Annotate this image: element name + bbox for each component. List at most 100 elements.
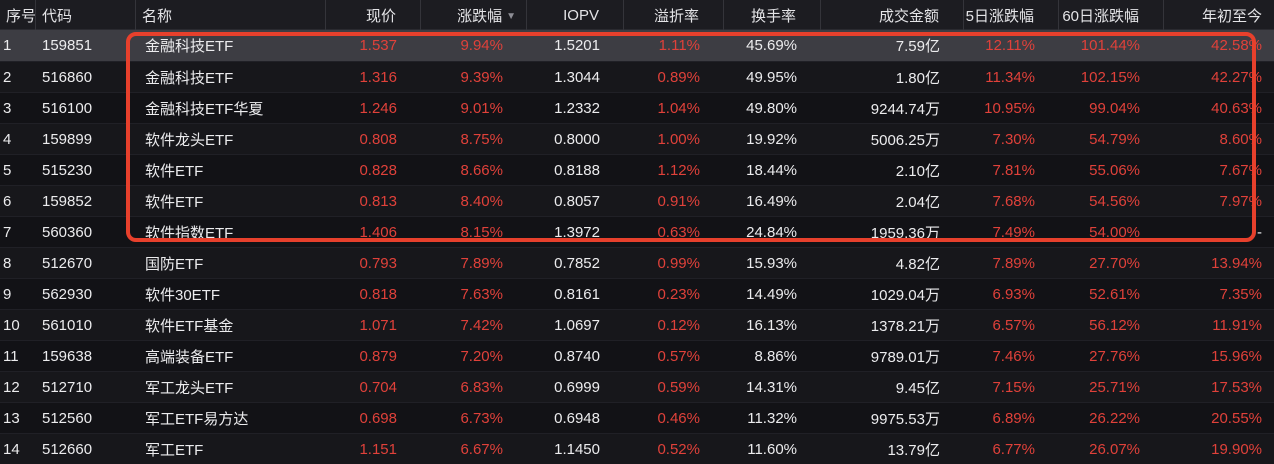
cell-chg60d: 54.79% — [1089, 130, 1140, 148]
cell-ytd: 42.27% — [1211, 68, 1262, 86]
header-ytd[interactable]: 年初至今 — [1164, 0, 1274, 30]
cell-amount: 2.04亿 — [895, 193, 940, 211]
table-row[interactable]: 5 515230 软件ETF 0.828 8.66% 0.8188 1.12% 18.44% 2… — [0, 154, 1274, 185]
cell-amount: 4.82亿 — [895, 255, 940, 273]
cell-chg5d: 11.34% — [985, 68, 1035, 86]
cell-premium: 0.46% — [657, 409, 700, 427]
header-iopv[interactable]: IOPV — [527, 0, 624, 30]
cell-price: 1.316 — [359, 68, 397, 86]
cell-iopv: 1.2332 — [554, 99, 600, 117]
header-change[interactable]: 涨跌幅 ▼ — [421, 0, 527, 30]
table-row[interactable]: 3 516100 金融科技ETF华夏 1.246 9.01% 1.2332 1.04% 49.… — [0, 92, 1274, 123]
cell-name: 软件ETF — [145, 193, 204, 211]
cell-chg5d: 7.30% — [992, 130, 1035, 148]
cell-code: 516100 — [42, 99, 93, 117]
cell-turnover: 8.86% — [754, 347, 797, 365]
cell-amount: 9244.74万 — [870, 100, 940, 118]
cell-iopv: 0.8057 — [554, 192, 600, 210]
cell-amount: 2.10亿 — [895, 162, 940, 180]
header-price[interactable]: 现价 — [326, 0, 421, 30]
cell-change: 8.15% — [460, 223, 503, 241]
cell-ytd: 40.63% — [1211, 99, 1262, 117]
table-row[interactable]: 6 159852 软件ETF 0.813 8.40% 0.8057 0.91% 16.49% 2… — [0, 185, 1274, 216]
cell-chg60d: 102.15% — [1080, 68, 1140, 86]
cell-chg5d: 7.81% — [992, 161, 1035, 179]
cell-ytd: 13.94% — [1211, 254, 1262, 272]
cell-code: 516860 — [42, 68, 93, 86]
header-premium[interactable]: 溢折率 — [624, 0, 724, 30]
cell-premium: 0.52% — [657, 440, 700, 458]
cell-amount: 9789.01万 — [870, 348, 940, 366]
cell-code: 512710 — [42, 378, 93, 396]
cell-iopv: 1.1450 — [554, 440, 600, 458]
cell-change: 7.42% — [460, 316, 503, 334]
cell-chg5d: 7.89% — [992, 254, 1035, 272]
header-code[interactable]: 代码 — [36, 0, 136, 30]
cell-chg5d: 6.93% — [992, 285, 1035, 303]
cell-chg5d: 12.11% — [985, 37, 1035, 54]
cell-seq: 7 — [3, 223, 12, 241]
cell-change: 6.67% — [460, 440, 503, 458]
table-row[interactable]: 12 512710 军工龙头ETF 0.704 6.83% 0.6999 0.59% 14.3… — [0, 371, 1274, 402]
cell-seq: 14 — [3, 440, 20, 458]
cell-code: 562930 — [42, 285, 93, 303]
table-row[interactable]: 4 159899 软件龙头ETF 0.808 8.75% 0.8000 1.00% 19.92… — [0, 123, 1274, 154]
cell-iopv: 0.8740 — [554, 347, 600, 365]
cell-iopv: 1.5201 — [554, 37, 600, 54]
header-amount[interactable]: 成交金额 — [821, 0, 964, 30]
header-chg5d[interactable]: 5日涨跌幅 — [964, 0, 1059, 30]
cell-price: 0.698 — [359, 409, 397, 427]
header-turnover[interactable]: 换手率 — [724, 0, 821, 30]
cell-price: 1.406 — [359, 223, 397, 241]
table-row[interactable]: 1 159851 金融科技ETF 1.537 9.94% 1.5201 1.11% 45.69… — [0, 30, 1274, 61]
header-name[interactable]: 名称 — [136, 0, 326, 30]
cell-iopv: 1.3972 — [554, 223, 600, 241]
cell-seq: 13 — [3, 409, 20, 427]
cell-iopv: 1.3044 — [554, 68, 600, 86]
cell-turnover: 16.49% — [746, 192, 797, 210]
cell-name: 软件ETF — [145, 162, 204, 180]
cell-amount: 1029.04万 — [870, 286, 940, 304]
header-chg60d[interactable]: 60日涨跌幅 — [1059, 0, 1164, 30]
cell-name: 金融科技ETF — [145, 69, 234, 87]
cell-change: 9.94% — [460, 37, 503, 54]
cell-chg60d: 55.06% — [1089, 161, 1140, 179]
table-row[interactable]: 14 512660 军工ETF 1.151 6.67% 1.1450 0.52% 11.60%… — [0, 433, 1274, 464]
table-row[interactable]: 2 516860 金融科技ETF 1.316 9.39% 1.3044 0.89% 49.95… — [0, 61, 1274, 92]
cell-price: 0.793 — [359, 254, 397, 272]
cell-chg5d: 7.46% — [992, 347, 1035, 365]
cell-turnover: 14.31% — [746, 378, 797, 396]
table-row[interactable]: 7 560360 软件指数ETF 1.406 8.15% 1.3972 0.63% 24.84… — [0, 216, 1274, 247]
cell-code: 159851 — [42, 37, 93, 54]
cell-price: 1.071 — [359, 316, 397, 334]
table-row[interactable]: 9 562930 软件30ETF 0.818 7.63% 0.8161 0.23% 14.49… — [0, 278, 1274, 309]
cell-iopv: 0.8161 — [554, 285, 600, 303]
cell-turnover: 24.84% — [746, 223, 797, 241]
header-label-chg5d: 5日涨跌幅 — [965, 7, 1034, 25]
table-row[interactable]: 13 512560 军工ETF易方达 0.698 6.73% 0.6948 0.46% 11.… — [0, 402, 1274, 433]
cell-change: 7.63% — [460, 285, 503, 303]
cell-premium: 0.63% — [657, 223, 700, 241]
cell-name: 金融科技ETF — [145, 38, 234, 55]
table-row[interactable]: 10 561010 软件ETF基金 1.071 7.42% 1.0697 0.12% 16.1… — [0, 309, 1274, 340]
header-seq[interactable]: 序号 — [0, 0, 36, 30]
table-row[interactable]: 8 512670 国防ETF 0.793 7.89% 0.7852 0.99% 15.93% 4… — [0, 247, 1274, 278]
cell-premium: 0.59% — [657, 378, 700, 396]
cell-seq: 10 — [3, 316, 20, 334]
cell-change: 8.40% — [460, 192, 503, 210]
cell-premium: 1.00% — [657, 130, 700, 148]
header-label-ytd: 年初至今 — [1201, 7, 1262, 25]
cell-amount: 1.80亿 — [895, 69, 940, 87]
cell-chg5d: 7.49% — [992, 223, 1035, 241]
cell-chg5d: 7.68% — [992, 192, 1035, 210]
cell-turnover: 49.95% — [746, 68, 797, 86]
cell-code: 159638 — [42, 347, 93, 365]
cell-iopv: 0.7852 — [554, 254, 600, 272]
cell-ytd: 8.60% — [1219, 130, 1262, 148]
cell-name: 国防ETF — [145, 255, 204, 273]
cell-turnover: 19.92% — [746, 130, 797, 148]
table-row[interactable]: 11 159638 高端装备ETF 0.879 7.20% 0.8740 0.57% 8.86… — [0, 340, 1274, 371]
cell-turnover: 11.32% — [747, 409, 797, 427]
cell-chg60d: 25.71% — [1089, 378, 1140, 396]
cell-name: 军工龙头ETF — [145, 379, 234, 397]
